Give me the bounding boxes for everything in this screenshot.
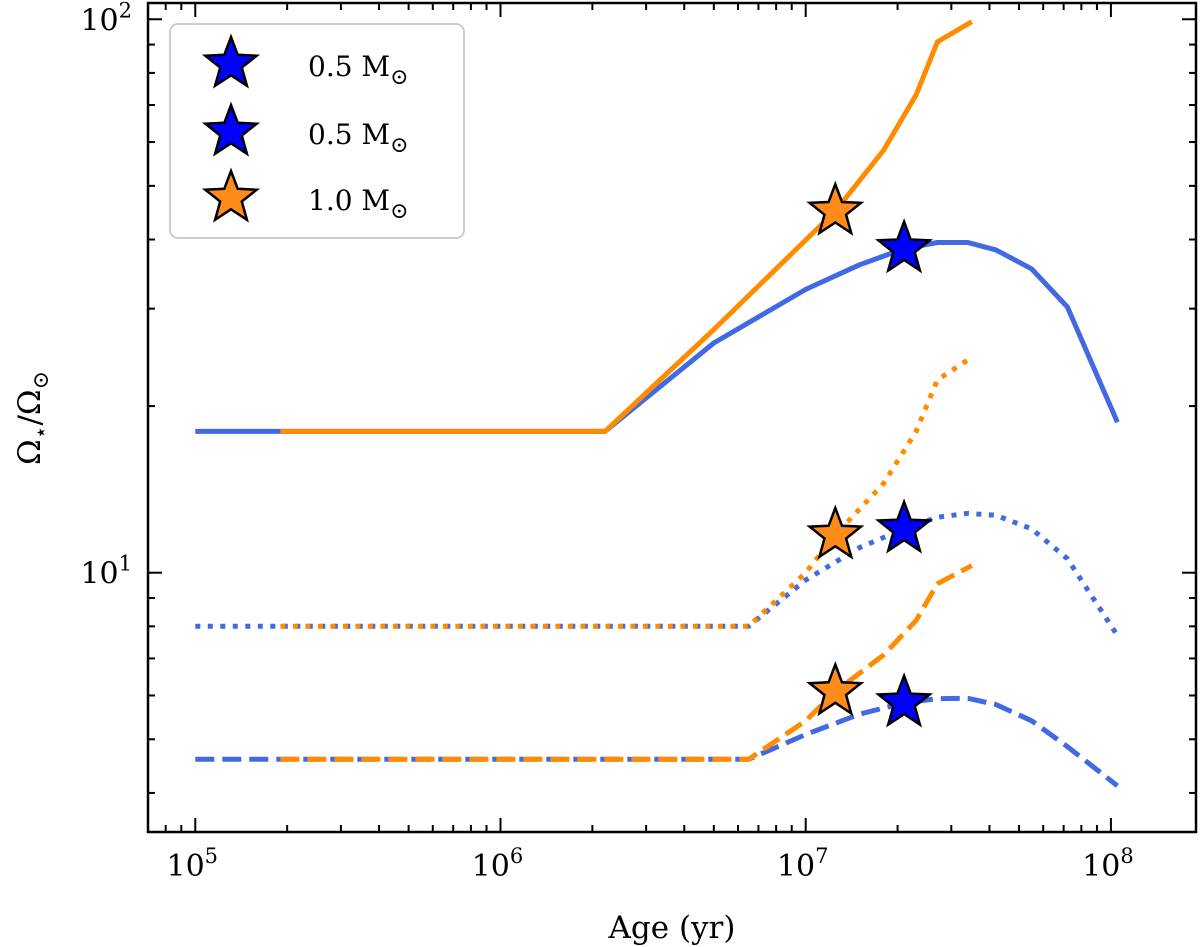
major-ticks: [148, 3, 1196, 832]
star-marker-5: [806, 660, 865, 717]
x-axis-title: Age (yr): [608, 910, 736, 946]
series-line-3: [195, 510, 1120, 637]
x-tick-label: 105: [166, 844, 218, 884]
star-layer: [806, 180, 934, 728]
x-tick-label: 107: [777, 844, 829, 884]
plot-frame: [146, 1, 1198, 834]
legend-star-icon: [201, 33, 261, 89]
legend-star-icon: [201, 167, 261, 223]
y-tick-label: 102: [80, 0, 132, 38]
legend-label-2: 0.5 M⊙: [308, 118, 409, 158]
legend-star-icon: [201, 101, 261, 157]
legend-label-1: 0.5 M⊙: [308, 50, 409, 90]
star-marker-2: [875, 218, 934, 274]
y-axis-title: Ω⋆/Ω⊙: [12, 371, 54, 465]
legend-label-3: 1.0 M⊙: [308, 184, 409, 224]
series-line-6: [280, 563, 973, 762]
series-line-5: [195, 695, 1119, 788]
x-tick-label: 106: [472, 844, 524, 884]
star-marker-4: [875, 498, 934, 554]
x-tick-label: 108: [1082, 844, 1134, 884]
star-marker-1: [806, 180, 865, 236]
series-line-4: [280, 355, 974, 629]
y-tick-labels: 101 102: [80, 0, 132, 592]
legend: 0.5 M⊙ 0.5 M⊙ 1.0 M⊙: [169, 23, 465, 239]
x-tick-labels: 105 106 107 108: [166, 844, 1133, 884]
series-line-2: [280, 19, 974, 434]
y-tick-label: 101: [80, 552, 132, 592]
star-marker-6: [875, 672, 934, 728]
legend-markers: [201, 33, 261, 223]
star-marker-3: [806, 504, 865, 560]
